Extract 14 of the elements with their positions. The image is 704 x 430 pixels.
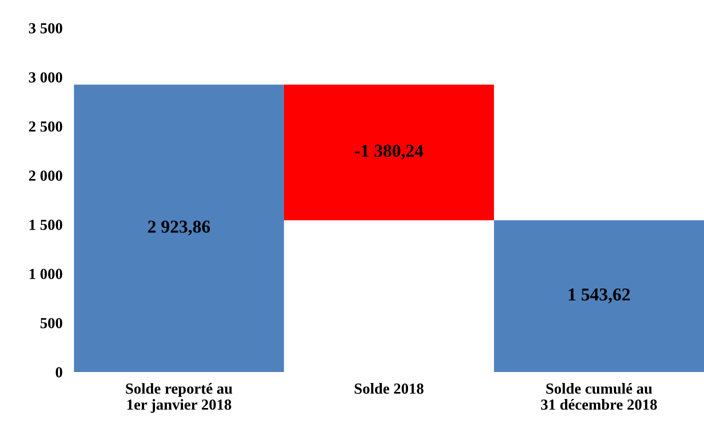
x-tick-label: Solde cumulé au 31 décembre 2018: [541, 383, 657, 410]
y-tick-label: 2 000: [29, 170, 62, 181]
y-tick-label: 1 000: [30, 268, 62, 280]
y-tick-label: 3 000: [29, 72, 62, 83]
x-tick-label: Solde reporté au 1er janvier 2018: [126, 383, 232, 413]
x-tick-label: Solde 2018: [354, 383, 424, 394]
y-tick-label: 1 500: [30, 220, 62, 230]
data-label: -1 380,24: [355, 144, 424, 160]
y-tick-label: 0: [56, 367, 62, 378]
y-tick-label: 3 500: [29, 23, 62, 34]
y-tick-label: 500: [40, 318, 62, 328]
data-label: 2 923,86: [148, 220, 210, 236]
y-tick-label: 2 500: [29, 121, 62, 132]
data-label: 1 543,62: [568, 288, 630, 304]
